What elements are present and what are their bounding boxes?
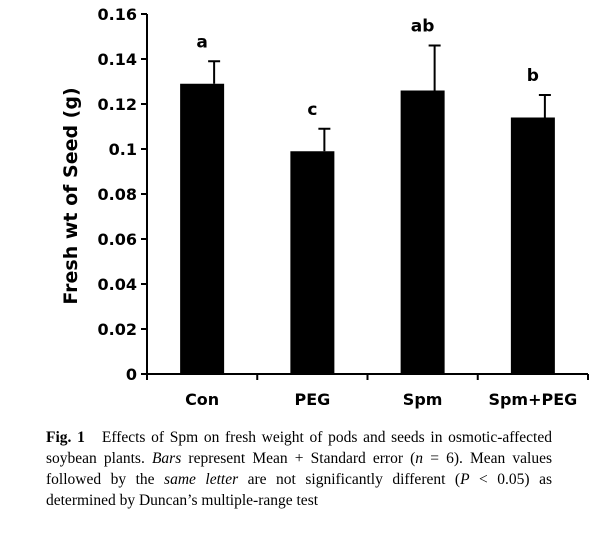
bar-peg [290, 151, 335, 374]
caption-n-symbol: n [415, 450, 424, 467]
y-tick-label: 0.16 [98, 5, 137, 24]
significance-letter: b [527, 66, 539, 86]
caption-label: Fig. 1 [46, 429, 85, 446]
x-tick-label: Spm [403, 390, 443, 409]
y-tick-label: 0.14 [98, 50, 137, 69]
caption-text-5: < 0.05) as determined by Duncan’s multip… [46, 471, 552, 509]
x-tick-label: PEG [294, 390, 330, 409]
bar-con [180, 83, 225, 374]
y-tick-label: 0.02 [98, 320, 137, 339]
y-axis: 0 0.02 0.04 0.06 0.08 0.1 0.12 0.14 0.16 [98, 5, 148, 384]
bar-spm-peg [510, 117, 555, 374]
bar-chart: Fresh wt of Seed (g) 0 0.02 0.04 0.06 0.08 0.… [60, 5, 589, 409]
significance-letter: c [307, 100, 317, 120]
caption-same-letter: same letter [164, 471, 239, 488]
bars: a c ab b [180, 17, 555, 374]
y-tick-label: 0.06 [98, 230, 137, 249]
x-tick-label: Spm+PEG [488, 390, 577, 409]
significance-letter: ab [411, 17, 435, 37]
y-axis-label: Fresh wt of Seed (g) [60, 87, 82, 304]
bar-spm [400, 90, 445, 374]
significance-letter: a [196, 32, 207, 52]
caption-text-4: are not significantly different ( [247, 471, 461, 488]
y-tick-label: 0.1 [109, 140, 137, 159]
y-tick-label: 0 [126, 365, 137, 384]
caption-text-1: Effects of Spm on fresh weight of pods a… [46, 429, 552, 467]
figure-caption: Fig. 1 Effects of Spm on fresh weight of… [46, 427, 552, 511]
x-tick-label: Con [185, 390, 219, 409]
caption-p-symbol: P [460, 471, 470, 488]
y-tick-label: 0.12 [98, 95, 137, 114]
caption-bars-word: Bars [151, 450, 182, 467]
x-axis: Con PEG Spm Spm+PEG [146, 373, 589, 409]
caption-text-2: represent Mean + Standard error ( [188, 450, 416, 467]
y-tick-label: 0.04 [98, 275, 137, 294]
y-tick-label: 0.08 [98, 185, 137, 204]
caption-text-3: = 6). Mean values followed by the [46, 450, 553, 488]
